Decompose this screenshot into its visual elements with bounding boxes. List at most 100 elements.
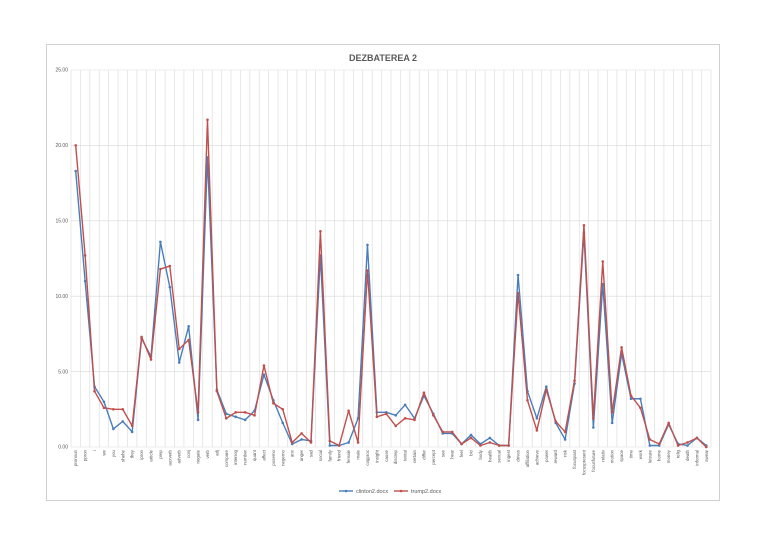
x-tick-label: ppron (83, 449, 88, 461)
data-point (535, 417, 539, 420)
x-tick-label: cause (384, 449, 389, 461)
data-point (648, 444, 652, 447)
x-tick-label: differ (421, 449, 426, 459)
legend-marker-2 (399, 489, 403, 493)
data-point (290, 441, 294, 444)
data-point (695, 436, 699, 440)
data-point (686, 441, 689, 444)
x-tick-label: you (111, 449, 116, 457)
x-tick-label: relativ (600, 449, 605, 462)
data-point (121, 420, 125, 423)
x-tick-label: ipron (139, 449, 144, 459)
data-point (422, 391, 426, 395)
x-tick-label: motion (610, 449, 615, 463)
x-tick-label: article (149, 449, 154, 461)
data-point (704, 445, 708, 449)
data-point (686, 444, 689, 447)
x-tick-label: relig (676, 449, 681, 458)
x-tick-label: body (478, 449, 483, 459)
x-tick-label: power (544, 449, 549, 461)
data-point (130, 430, 134, 434)
data-point (149, 358, 153, 361)
x-tick-label: adj (214, 450, 219, 456)
data-point (488, 436, 492, 440)
legend-label-1: clinton2.docx (356, 489, 388, 495)
data-point (177, 347, 181, 351)
data-point (159, 240, 162, 244)
x-tick-label: number (243, 449, 248, 464)
x-tick-label: certain (412, 449, 417, 463)
x-tick-label: space (619, 449, 624, 461)
data-point (592, 426, 595, 429)
x-tick-label: female (346, 449, 351, 463)
x-tick-label: ingest (506, 449, 511, 461)
x-tick-label: percept (431, 449, 436, 464)
data-point (337, 444, 341, 447)
data-point (177, 361, 181, 364)
x-tick-label: affect (261, 449, 266, 460)
line-chart: 0.00 5.00 10.00 15.00 20.00 25.00 pronoun ppron… (55, 68, 712, 495)
data-point (328, 444, 332, 447)
data-point (639, 406, 642, 410)
data-point (187, 338, 190, 342)
data-point (667, 421, 670, 425)
data-point (196, 411, 200, 414)
data-point (573, 379, 576, 382)
x-tick-label: sexual (497, 450, 502, 463)
data-point (356, 441, 360, 444)
data-point (610, 411, 614, 414)
x-tick-label: anx (290, 449, 295, 457)
data-point (610, 421, 614, 425)
x-tick-label: auxverb (167, 449, 172, 465)
data-point (281, 421, 285, 425)
x-tick-label: risk (563, 449, 568, 457)
data-point (592, 417, 595, 420)
legend-marker-1 (344, 489, 348, 493)
data-point (159, 267, 162, 271)
data-point (450, 430, 454, 434)
data-point (93, 389, 96, 393)
x-tick-label: negemo (280, 449, 285, 465)
data-point (648, 438, 652, 441)
x-tick-label: reward (553, 449, 558, 463)
series-line-2 (75, 119, 707, 448)
x-tick-label: verb (205, 449, 210, 458)
x-tick-label: death (685, 449, 690, 461)
x-tick-label: informal (694, 450, 699, 466)
x-tick-label: money (666, 449, 671, 463)
data-point (384, 412, 388, 416)
x-tick-label: cogproc (365, 449, 370, 465)
x-tick-label: focuspast (572, 449, 577, 469)
data-point (140, 335, 143, 339)
x-tick-label: leisure (647, 449, 652, 462)
y-tick-label: 25.00 (55, 68, 68, 74)
x-tick-label: we (101, 449, 106, 455)
x-tick-label: anger (299, 449, 304, 461)
data-point (112, 427, 115, 431)
x-tick-label: see (440, 449, 445, 457)
data-point (366, 243, 369, 247)
data-point (479, 444, 482, 447)
x-tick-label: focuspresent (581, 449, 586, 475)
data-point (243, 418, 247, 422)
data-point (544, 388, 548, 391)
x-tick-label: adverb (177, 449, 182, 463)
x-tick-label: achieve (534, 449, 539, 465)
data-point (620, 346, 623, 349)
data-point (563, 438, 567, 441)
data-point (554, 420, 558, 423)
data-point (394, 424, 398, 428)
data-point (262, 364, 266, 367)
data-point (403, 403, 407, 407)
x-tick-label: posemo (271, 449, 276, 465)
data-point (206, 118, 209, 122)
data-point (102, 400, 106, 404)
data-point (488, 441, 492, 444)
x-tick-label: feel (459, 450, 464, 457)
data-point (563, 430, 567, 434)
y-tick-label: 10.00 (55, 294, 68, 300)
data-point (676, 444, 680, 447)
data-point (168, 264, 172, 268)
data-point (83, 254, 87, 257)
x-tick-label: family (327, 449, 332, 461)
